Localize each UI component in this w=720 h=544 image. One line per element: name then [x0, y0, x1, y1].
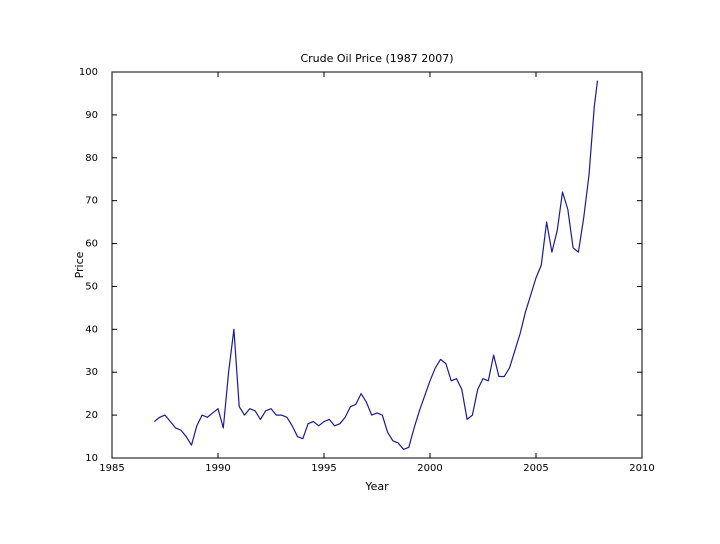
x-tick-label: 1985 — [99, 463, 124, 474]
y-tick-label: 50 — [85, 281, 98, 292]
x-tick-label: 2005 — [523, 463, 548, 474]
x-axis-label: Year — [364, 480, 389, 493]
price-line — [154, 80, 599, 451]
chart-title: Crude Oil Price (1987 2007) — [300, 52, 453, 65]
y-tick-label: 30 — [85, 367, 98, 378]
y-tick-label: 80 — [85, 153, 98, 164]
x-tick-label: 1995 — [311, 463, 336, 474]
x-tick-label: 2010 — [629, 463, 654, 474]
y-tick-label: 90 — [85, 110, 98, 121]
x-tick-label: 2000 — [417, 463, 442, 474]
y-tick-label: 40 — [85, 324, 98, 335]
y-axis-label: Price — [73, 251, 86, 278]
plot-frame — [111, 71, 643, 459]
y-tick-label: 60 — [85, 239, 98, 250]
x-tick-label: 1990 — [205, 463, 230, 474]
y-tick-label: 20 — [85, 410, 98, 421]
y-tick-label: 10 — [85, 453, 98, 464]
y-tick-label: 100 — [79, 67, 98, 78]
y-tick-label: 70 — [85, 196, 98, 207]
